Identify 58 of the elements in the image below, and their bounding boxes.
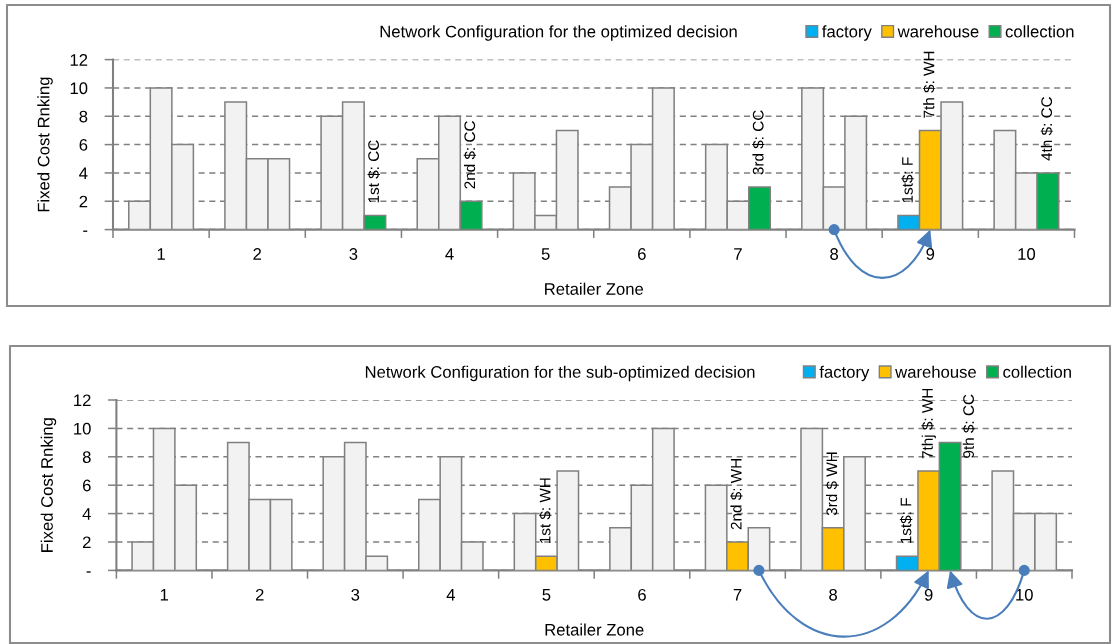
legend-label: factory <box>819 365 870 382</box>
legend-label: collection <box>1003 365 1071 378</box>
legend-label: warehouse <box>897 25 979 38</box>
x-tick-label: 2 <box>253 248 262 260</box>
annotation: 2nd $: CC <box>463 121 477 189</box>
x-tick-label: 5 <box>541 248 550 260</box>
x-tick-label: 10 <box>1016 588 1033 601</box>
x-tick-label: 6 <box>638 248 646 260</box>
legend-label: warehouse <box>895 365 976 378</box>
x-axis-title: Retailer Zone <box>545 623 644 636</box>
y-tick-label: 12 <box>70 54 88 66</box>
x-tick-label: 9 <box>926 248 935 260</box>
x-tick-label: 3 <box>349 248 358 260</box>
annotation: 4th $: CC <box>1040 96 1053 161</box>
annotation: 1st$: F <box>899 498 913 544</box>
y-tick-label: - <box>86 571 91 573</box>
y-tick-label: 2 <box>82 536 91 549</box>
y-tick-label: 6 <box>79 139 88 151</box>
y-tick-label: 10 <box>74 422 91 435</box>
legend-label: collection <box>1005 25 1074 38</box>
x-tick-label: 5 <box>542 589 551 601</box>
y-axis-title: Fixed Cost Rnking <box>40 418 57 552</box>
annotation: 1st$: F <box>901 157 914 203</box>
x-tick-label: 10 <box>1018 248 1036 260</box>
x-tick-label: 7 <box>733 589 742 601</box>
x-tick-label: 4 <box>445 248 454 260</box>
legend-label: factory <box>822 25 872 41</box>
y-axis-title: Fixed Cost Rnking <box>37 77 53 212</box>
y-tick-label: 8 <box>82 451 91 463</box>
x-tick-label: 7 <box>734 248 742 260</box>
annotation: 1st $: WH <box>539 478 552 544</box>
annotation: 3rd $: CC <box>752 110 765 175</box>
annotation: 3rd $ WH <box>825 452 839 516</box>
annotation: 1st $: CC <box>367 140 380 203</box>
x-tick-label: 9 <box>924 588 933 601</box>
y-tick-label: 6 <box>82 479 91 492</box>
x-tick-label: 3 <box>351 588 360 601</box>
annotation: 9th $: CC <box>962 394 975 458</box>
y-tick-label: 10 <box>70 82 88 95</box>
annotation: 7thj $: WH <box>921 388 936 459</box>
y-tick-label: 4 <box>79 167 88 179</box>
x-tick-label: 8 <box>829 588 838 601</box>
x-tick-label: 2 <box>255 588 264 601</box>
annotation: 2nd $: WH <box>730 459 743 530</box>
x-tick-label: 8 <box>830 248 839 260</box>
y-tick-label: - <box>83 230 88 232</box>
x-axis-title: Retailer Zone <box>545 282 644 295</box>
annotation: 7th $: WH <box>922 51 936 118</box>
chart-title: Network Configuration for the sub-optimized decision <box>365 365 755 382</box>
x-tick-label: 4 <box>446 589 456 601</box>
y-tick-label: 4 <box>82 508 91 520</box>
x-tick-label: 1 <box>157 248 165 260</box>
chart-title: Network Configuration for the optimized decision <box>380 25 737 41</box>
x-tick-label: 6 <box>638 588 646 601</box>
y-tick-label: 2 <box>79 195 88 208</box>
y-tick-label: 12 <box>74 394 91 407</box>
y-tick-label: 8 <box>79 110 88 123</box>
x-tick-label: 1 <box>160 589 168 601</box>
